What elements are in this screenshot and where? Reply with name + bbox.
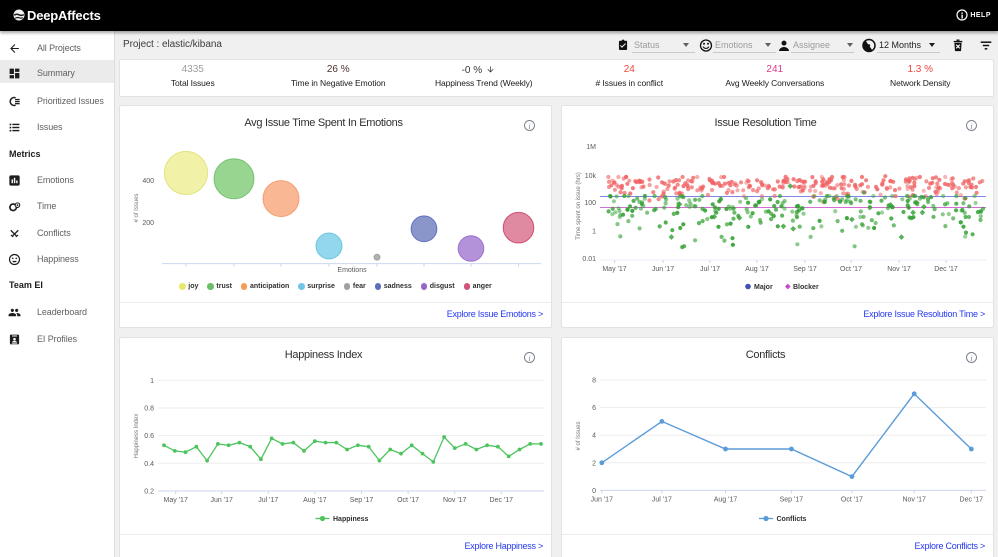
svg-text:Aug '17: Aug '17 — [714, 496, 738, 503]
svg-text:Aug '17: Aug '17 — [745, 266, 769, 273]
svg-text:0.2: 0.2 — [144, 489, 154, 496]
svg-text:Nov '17: Nov '17 — [887, 266, 911, 273]
svg-text:1: 1 — [592, 229, 596, 236]
svg-text:Dec '17: Dec '17 — [490, 497, 514, 504]
svg-text:May '17: May '17 — [602, 266, 626, 273]
svg-text:Jun '17: Jun '17 — [652, 266, 674, 273]
svg-text:0.8: 0.8 — [144, 405, 154, 412]
svg-text:Dec '17: Dec '17 — [960, 496, 984, 503]
svg-text:May '17: May '17 — [164, 497, 188, 504]
svg-text:Happiness: Happiness — [333, 516, 369, 523]
svg-text:Jun '17: Jun '17 — [591, 496, 613, 503]
svg-text:2: 2 — [592, 460, 596, 467]
svg-text:0.4: 0.4 — [144, 461, 154, 468]
svg-text:1M: 1M — [586, 144, 596, 151]
svg-text:6: 6 — [592, 405, 596, 412]
svg-text:Jul '17: Jul '17 — [700, 266, 720, 273]
svg-text:0.6: 0.6 — [144, 433, 154, 440]
svg-text:Aug '17: Aug '17 — [303, 497, 327, 504]
svg-text:Oct '17: Oct '17 — [397, 497, 419, 504]
svg-text:4: 4 — [592, 433, 596, 440]
svg-text:0.01: 0.01 — [582, 256, 596, 263]
svg-text:100: 100 — [584, 200, 596, 207]
svg-text:Nov '17: Nov '17 — [443, 497, 467, 504]
svg-text:Sep '17: Sep '17 — [793, 266, 817, 273]
svg-text:400: 400 — [142, 178, 154, 185]
svg-text:Major: Major — [754, 284, 773, 291]
svg-text:Oct '17: Oct '17 — [840, 266, 862, 273]
svg-text:8: 8 — [592, 378, 596, 385]
svg-text:1: 1 — [150, 378, 154, 385]
svg-text:10k: 10k — [585, 173, 597, 180]
svg-text:# of Issues: # of Issues — [576, 421, 582, 450]
svg-text:Time spent on issue (hrs): Time spent on issue (hrs) — [576, 172, 582, 239]
svg-text:Oct '17: Oct '17 — [841, 496, 863, 503]
svg-text:Happiness Index: Happiness Index — [134, 414, 140, 459]
svg-text:200: 200 — [142, 220, 154, 227]
svg-text:Nov '17: Nov '17 — [902, 496, 926, 503]
svg-text:Emotions: Emotions — [337, 267, 367, 274]
svg-text:Jul '17: Jul '17 — [652, 496, 672, 503]
svg-text:Jul '17: Jul '17 — [258, 497, 278, 504]
svg-text:0: 0 — [592, 488, 596, 495]
svg-text:# of Issues: # of Issues — [134, 193, 140, 222]
svg-text:Conflicts: Conflicts — [777, 516, 807, 523]
svg-text:Sep '17: Sep '17 — [350, 497, 374, 504]
svg-text:Sep '17: Sep '17 — [780, 496, 804, 503]
svg-text:Jun '17: Jun '17 — [211, 497, 233, 504]
svg-text:Dec '17: Dec '17 — [934, 266, 958, 273]
svg-text:Blocker: Blocker — [793, 284, 819, 291]
